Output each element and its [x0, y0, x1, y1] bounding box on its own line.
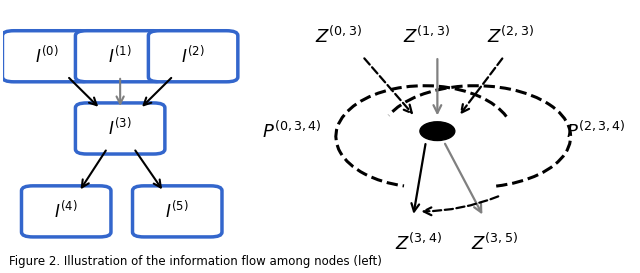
Text: Figure 2. Illustration of the information flow among nodes (left): Figure 2. Illustration of the informatio…: [9, 254, 382, 268]
Text: $P^{(2,3,4)}$: $P^{(2,3,4)}$: [566, 121, 626, 142]
Text: $Z^{(1,3)}$: $Z^{(1,3)}$: [403, 26, 450, 47]
FancyBboxPatch shape: [76, 31, 165, 82]
FancyBboxPatch shape: [76, 103, 165, 154]
Text: $I^{(3)}$: $I^{(3)}$: [108, 118, 132, 139]
Text: $Z^{(0,3)}$: $Z^{(0,3)}$: [316, 26, 363, 47]
FancyBboxPatch shape: [22, 186, 111, 237]
FancyBboxPatch shape: [132, 186, 222, 237]
Text: $I^{(0)}$: $I^{(0)}$: [35, 46, 59, 67]
Text: $Z^{(3,4)}$: $Z^{(3,4)}$: [395, 233, 442, 254]
Text: $I^{(2)}$: $I^{(2)}$: [181, 46, 205, 67]
FancyBboxPatch shape: [3, 31, 92, 82]
FancyBboxPatch shape: [148, 31, 238, 82]
Ellipse shape: [420, 122, 455, 141]
Text: $P^{(0,3,4)}$: $P^{(0,3,4)}$: [262, 121, 321, 142]
Text: $Z^{(2,3)}$: $Z^{(2,3)}$: [487, 26, 534, 47]
Text: $I^{(1)}$: $I^{(1)}$: [108, 46, 132, 67]
Text: $I^{(5)}$: $I^{(5)}$: [166, 201, 189, 222]
Text: $I^{(4)}$: $I^{(4)}$: [54, 201, 78, 222]
Text: $Z^{(3,5)}$: $Z^{(3,5)}$: [471, 233, 518, 254]
